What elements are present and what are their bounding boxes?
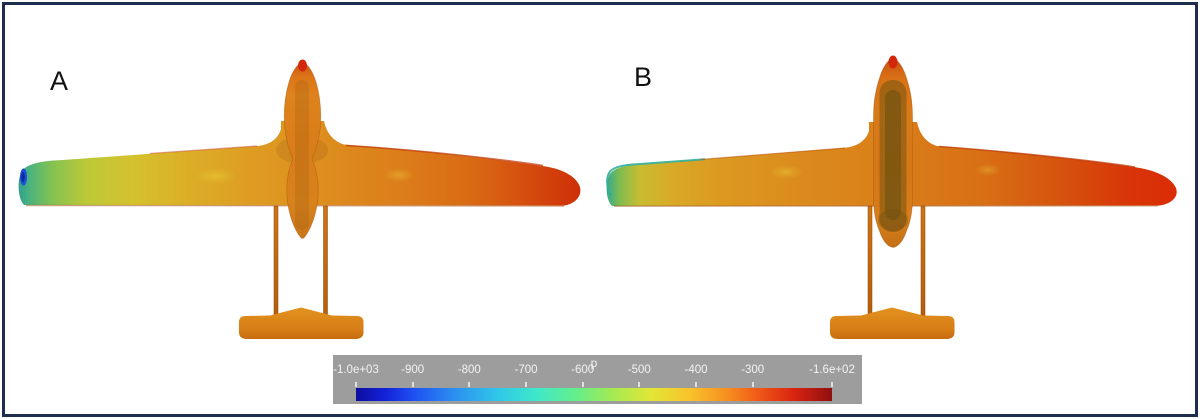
pressure-hotspot [384,168,414,182]
leading-edge-highlight [345,144,544,167]
colorbar-tick-label: -1.0e+03 [333,364,379,376]
colorbar-tickmark [525,382,527,387]
fuselage-shading-core [885,90,901,220]
pressure-hotspot [769,165,803,179]
nose-tip [888,55,898,69]
colorbar-gradient [356,388,832,401]
stagnation-point-core [21,172,25,182]
colorbar-tick-label: -600 [571,364,595,376]
colorbar-panel: p -1.0e+03 -900 -800 -700 -600 -500 -400 -300 -1… [333,355,862,404]
colorbar-tickmark [355,382,357,387]
colorbar-tick-label: -900 [401,364,425,376]
fuselage-shading [879,80,907,232]
panel-label-b: B [634,62,653,92]
colorbar-tickmark [581,382,584,387]
pressure-hotspot [196,168,236,184]
colorbar-tick-label: -1.6e+02 [809,364,855,376]
colorbar-tickmark [411,382,414,387]
colorbar-tick-label: -500 [627,364,651,376]
panel-label-a: A [50,66,69,96]
colorbar-tickmark [638,382,641,387]
fuselage-shading [295,80,309,230]
aircraft-a [18,59,581,339]
aircraft-b [606,55,1177,339]
boom-left [867,205,873,320]
colorbar-tick-label: -700 [514,364,538,376]
colorbar-tickmark [468,382,471,387]
colorbar-tickmark [831,382,833,387]
colorbar-title: p [590,356,598,370]
colorbar-tickmark [695,382,697,387]
pressure-hotspot [975,164,1001,176]
colorbar-tick-label: -300 [741,364,765,376]
boom-right [323,205,328,320]
leading-edge-highlight [149,145,258,155]
colorbar-tick-label: -800 [457,364,481,376]
fuselage [283,61,322,239]
horizontal-stabilizer [830,307,955,339]
leading-edge-highlight [699,147,846,161]
boom-left [273,205,279,320]
colorbar-tickmark [751,382,754,387]
nose-tip [298,59,307,72]
horizontal-stabilizer [239,307,364,339]
leading-edge-highlight [938,145,1136,168]
wingtip-teal-edge [606,158,706,197]
colorbar-tick-label: -400 [684,364,708,376]
boom-right [920,205,926,320]
fuselage-aft-shading [878,209,908,231]
